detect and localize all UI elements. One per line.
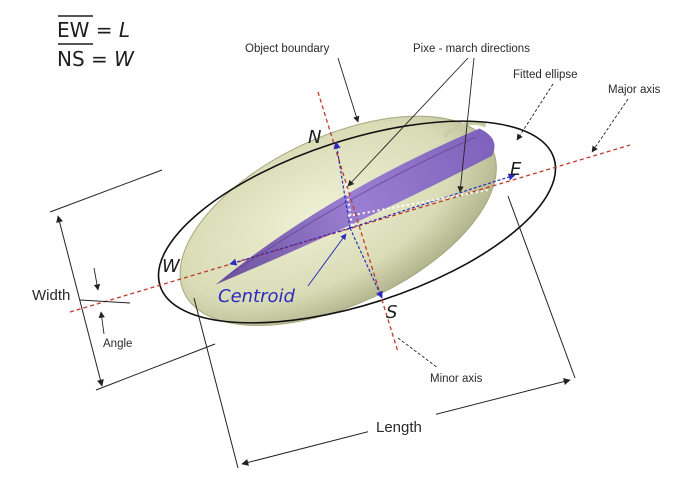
width-ext-top [49,169,163,213]
compass-n: N [308,127,321,148]
angle-label: Angle [103,338,132,350]
equations: EW = L NS = W [57,15,135,71]
pixel-march-pointer-2 [457,57,475,193]
centroid-label: Centroid [218,286,296,307]
march-south [349,227,383,299]
major-axis-label: Major axis [608,84,661,96]
angle-arrow-bottom [98,311,105,335]
centroid-pointer [307,233,347,287]
march-trace-major [347,189,489,217]
width-dimension [56,215,104,387]
pixel-march-label: Pixe - march directions [413,43,530,55]
length-ext-left [193,297,239,469]
pixel-march-pointer-1 [347,57,469,187]
width-label: Width [32,287,70,304]
length-ext-right [507,195,576,379]
march-east [349,173,516,229]
march-north [333,141,351,229]
object-boundary-pointer [337,57,360,123]
object-boundary-label: Object boundary [245,43,330,55]
minor-axis-label: Minor axis [430,373,483,385]
minor-axis-pointer [397,337,439,369]
compass-e: E [510,159,522,180]
compass-w: W [162,256,181,277]
march-west [229,227,351,266]
fitted-ellipse-pointer [516,83,554,141]
compass-s: S [386,302,397,323]
pistachio [179,115,497,327]
angle-arrow-top [93,267,101,291]
pistachio-kernel [215,128,495,285]
length-label-bg [368,414,436,438]
width-ext-bottom [95,343,216,391]
length-label: Length [376,419,422,436]
major-axis-pointer [591,98,629,153]
minor-axis-line [317,91,399,353]
horizontal-reference [79,299,131,304]
march-trace-minor [345,183,353,227]
major-axis-line [69,144,631,313]
fitted-ellipse-label: Fitted ellipse [513,69,578,81]
equation-width: NS = W [57,47,135,71]
equation-length: EW = L [57,18,130,42]
